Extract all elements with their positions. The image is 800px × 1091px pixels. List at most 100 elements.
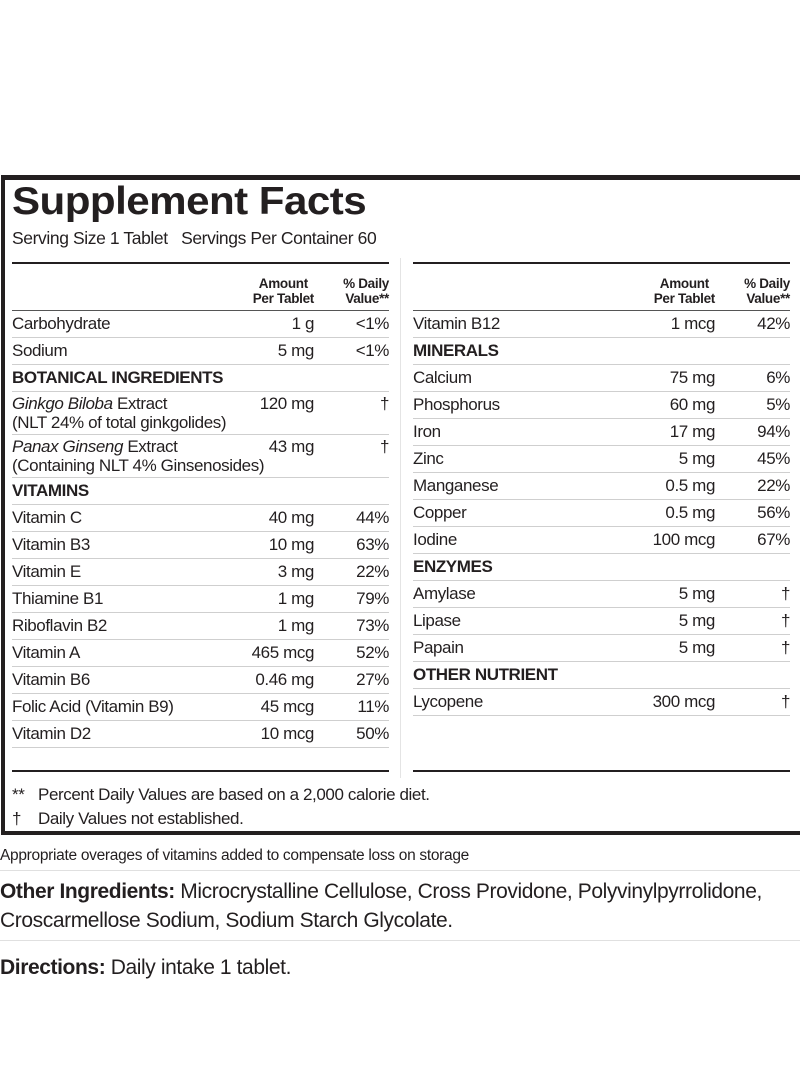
nutrient-row: Riboflavin B2 1 mg 73% bbox=[12, 613, 389, 640]
amount: 1 mg bbox=[277, 589, 315, 608]
footnote-symbol: † bbox=[12, 809, 22, 828]
amount: 3 mg bbox=[277, 562, 315, 581]
nutrient-name-italic: Ginkgo Biloba bbox=[12, 394, 113, 413]
nutrient-name: Iodine bbox=[413, 530, 457, 549]
daily-value: 45% bbox=[757, 449, 790, 468]
nutrient-row: Vitamin E 3 mg 22% bbox=[12, 559, 389, 586]
daily-value: 5% bbox=[766, 395, 790, 414]
amount: 5 mg bbox=[678, 638, 716, 657]
nutrient-row: Ginkgo Biloba Extract (NLT 24% of total g… bbox=[12, 392, 389, 435]
daily-value: 63% bbox=[356, 535, 389, 554]
nutrient-row: Amylase 5 mg † bbox=[413, 581, 790, 608]
nutrient-name: Papain bbox=[413, 638, 464, 657]
daily-value: † bbox=[780, 692, 790, 711]
footnote-symbol: ** bbox=[12, 785, 25, 804]
daily-value: 94% bbox=[757, 422, 790, 441]
dv-header-sub: Value** bbox=[746, 291, 790, 306]
nutrient-name: Zinc bbox=[413, 449, 444, 468]
nutrient-row: Iron 17 mg 94% bbox=[413, 419, 790, 446]
amount: 0.5 mg bbox=[665, 476, 715, 495]
nutrient-name: Calcium bbox=[413, 368, 472, 387]
amount: 120 mg bbox=[259, 394, 315, 413]
daily-value: 42% bbox=[757, 314, 790, 333]
nutrient-name: Sodium bbox=[12, 341, 68, 360]
nutrient-name: Manganese bbox=[413, 476, 499, 495]
facts-panel-border bbox=[1, 175, 800, 835]
amount: 0.46 mg bbox=[255, 670, 314, 689]
nutrient-row: Lycopene 300 mcg † bbox=[413, 689, 790, 716]
nutrient-row: Vitamin A 465 mcg 52% bbox=[12, 640, 389, 667]
dv-header: % Daily bbox=[343, 276, 389, 291]
panel-title: Supplement Facts bbox=[12, 180, 367, 223]
daily-value: <1% bbox=[355, 341, 390, 360]
right-rows: Vitamin B12 1 mcg 42% MINERALS Calcium 75 mg 6… bbox=[413, 311, 790, 716]
nutrient-row: Vitamin B3 10 mg 63% bbox=[12, 532, 389, 559]
nutrient-name: Iron bbox=[413, 422, 441, 441]
amount: 5 mg bbox=[678, 449, 716, 468]
amount: 60 mg bbox=[669, 395, 716, 414]
nutrient-row: Vitamin B6 0.46 mg 27% bbox=[12, 667, 389, 694]
directions-label: Directions: bbox=[0, 956, 106, 979]
nutrient-name: Vitamin C bbox=[12, 508, 82, 527]
nutrient-name: Folic Acid (Vitamin B9) bbox=[12, 697, 174, 716]
nutrient-name: Amylase bbox=[413, 584, 476, 603]
other-ingredients: Other Ingredients: Microcrystalline Cell… bbox=[0, 877, 790, 935]
column-header: Amount Per Tablet % Daily Value** bbox=[12, 264, 389, 311]
nutrient-row: Thiamine B1 1 mg 79% bbox=[12, 586, 389, 613]
footnote-text: Daily Values not established. bbox=[38, 809, 244, 828]
section-header: MINERALS bbox=[413, 338, 790, 365]
nutrient-note: (Containing NLT 4% Ginsenosides) bbox=[12, 456, 265, 475]
nutrient-row: Papain 5 mg † bbox=[413, 635, 790, 662]
footnote-dv: ** Percent Daily Values are based on a 2,… bbox=[12, 785, 430, 805]
nutrient-note: (NLT 24% of total ginkgolides) bbox=[12, 413, 227, 432]
directions: Directions: Daily intake 1 tablet. bbox=[0, 953, 291, 982]
daily-value: 67% bbox=[757, 530, 790, 549]
amount: 40 mg bbox=[268, 508, 315, 527]
daily-value: † bbox=[780, 638, 790, 657]
nutrient-row: Folic Acid (Vitamin B9) 45 mcg 11% bbox=[12, 694, 389, 721]
nutrient-name: Lycopene bbox=[413, 692, 483, 711]
nutrient-name: Carbohydrate bbox=[12, 314, 111, 333]
daily-value: 79% bbox=[356, 589, 389, 608]
nutrient-name: Copper bbox=[413, 503, 467, 522]
nutrient-row: Lipase 5 mg † bbox=[413, 608, 790, 635]
amount: 1 mcg bbox=[670, 314, 716, 333]
daily-value: <1% bbox=[355, 314, 390, 333]
daily-value: 6% bbox=[766, 368, 790, 387]
amount: 100 mcg bbox=[652, 530, 716, 549]
amount: 1 g bbox=[291, 314, 315, 333]
amount: 5 mg bbox=[277, 341, 315, 360]
nutrient-name: Vitamin B3 bbox=[12, 535, 90, 554]
right-bottom-rule bbox=[413, 770, 790, 772]
left-rows: Carbohydrate 1 g <1% Sodium 5 mg <1% BOTANICAL… bbox=[12, 311, 389, 748]
daily-value: 27% bbox=[356, 670, 389, 689]
amount-header-sub: Per Tablet bbox=[653, 291, 716, 306]
directions-text: Daily intake 1 tablet. bbox=[105, 956, 292, 979]
right-column: Amount Per Tablet % Daily Value** Vitamin … bbox=[413, 262, 790, 716]
nutrient-name: Vitamin E bbox=[12, 562, 81, 581]
footnote-text: Percent Daily Values are based on a 2,00… bbox=[38, 785, 430, 804]
section-header: VITAMINS bbox=[12, 478, 389, 505]
nutrient-row: Calcium 75 mg 6% bbox=[413, 365, 790, 392]
nutrient-name: Ginkgo Biloba Extract bbox=[12, 394, 168, 413]
nutrient-row: Zinc 5 mg 45% bbox=[413, 446, 790, 473]
nutrient-name: Lipase bbox=[413, 611, 461, 630]
daily-value: 22% bbox=[356, 562, 389, 581]
other-ingredients-label: Other Ingredients: bbox=[0, 880, 175, 903]
daily-value: 52% bbox=[356, 643, 389, 662]
amount-header-sub: Per Tablet bbox=[252, 291, 315, 306]
daily-value: 11% bbox=[357, 697, 389, 716]
daily-value: † bbox=[379, 394, 389, 413]
nutrient-name: Vitamin D2 bbox=[12, 724, 91, 743]
dv-header: % Daily bbox=[744, 276, 790, 291]
nutrient-name: Panax Ginseng Extract bbox=[12, 437, 178, 456]
nutrient-row: Copper 0.5 mg 56% bbox=[413, 500, 790, 527]
divider bbox=[0, 940, 800, 941]
amount: 1 mg bbox=[277, 616, 315, 635]
amount-header: Amount bbox=[258, 276, 309, 291]
overage-note: Appropriate overages of vitamins added t… bbox=[0, 847, 470, 864]
left-column: Amount Per Tablet % Daily Value** Carbohyd… bbox=[12, 262, 389, 748]
daily-value: 56% bbox=[757, 503, 790, 522]
other-ingredients-text: Microcrystalline Cellulose, Cross Provid… bbox=[0, 880, 762, 932]
